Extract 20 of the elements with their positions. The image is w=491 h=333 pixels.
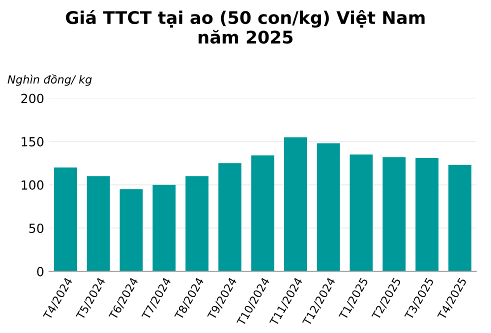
bar [86,176,110,272]
y-tick-label: 0 [37,266,44,276]
bar [251,155,274,272]
chart-title: Giá TTCT tại ao (50 con/kg) Việt Nam năm 2025 [66,10,425,44]
bar [120,189,143,272]
bar [185,176,208,272]
y-axis-title: Nghìn đồng/ kg [8,74,92,86]
bar [284,137,308,272]
y-tick-label: 150 [22,136,44,146]
bar [152,184,176,272]
y-tick-label: 100 [22,180,44,190]
y-tick-label: 200 [21,94,44,104]
y-tick-label: 50 [29,224,44,234]
bar [218,163,242,272]
bar [350,154,373,272]
bar [415,158,438,272]
bar [382,157,406,272]
bar [316,143,340,272]
bar [448,164,472,272]
bar [54,168,78,272]
